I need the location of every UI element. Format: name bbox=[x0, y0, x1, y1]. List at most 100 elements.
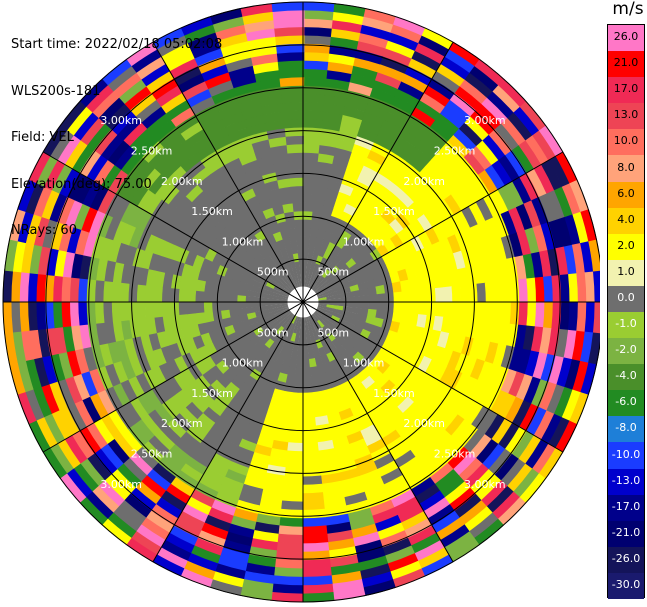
velocity-cell bbox=[287, 228, 297, 238]
velocity-cell bbox=[337, 131, 358, 145]
velocity-cell bbox=[326, 320, 337, 330]
velocity-cell bbox=[468, 202, 487, 226]
velocity-cell bbox=[346, 235, 359, 248]
velocity-cell bbox=[317, 294, 327, 299]
velocity-cell bbox=[481, 262, 494, 284]
velocity-cell bbox=[416, 314, 427, 329]
velocity-cell bbox=[110, 468, 136, 495]
velocity-cell bbox=[407, 201, 425, 220]
velocity-cell bbox=[100, 517, 132, 545]
velocity-cell bbox=[302, 450, 320, 461]
velocity-cell bbox=[200, 522, 229, 540]
velocity-cell bbox=[543, 275, 554, 304]
velocity-cell bbox=[396, 396, 415, 414]
velocity-cell bbox=[9, 207, 27, 242]
velocity-cell bbox=[468, 379, 486, 403]
velocity-cell bbox=[185, 183, 204, 203]
velocity-cell bbox=[290, 332, 297, 342]
velocity-cell bbox=[463, 151, 486, 176]
velocity-cell bbox=[264, 180, 280, 192]
velocity-cell bbox=[459, 79, 489, 105]
velocity-cell bbox=[225, 119, 248, 135]
ring-label: 1.00km bbox=[222, 357, 264, 370]
velocity-cell bbox=[509, 302, 520, 326]
velocity-cell bbox=[279, 306, 289, 312]
velocity-cell bbox=[385, 406, 404, 424]
velocity-cell bbox=[456, 424, 479, 448]
velocity-cell bbox=[112, 382, 131, 407]
velocity-cell bbox=[104, 385, 123, 411]
velocity-cell bbox=[269, 196, 283, 208]
velocity-cell bbox=[310, 323, 317, 333]
velocity-cell bbox=[104, 259, 117, 282]
velocity-cell bbox=[441, 441, 464, 464]
velocity-cell bbox=[52, 300, 63, 329]
velocity-cell bbox=[380, 209, 397, 225]
velocity-cell bbox=[245, 306, 256, 314]
velocity-cell bbox=[317, 153, 335, 165]
velocity-cell bbox=[568, 392, 589, 426]
velocity-cell bbox=[212, 310, 223, 321]
velocity-cell bbox=[286, 313, 294, 322]
velocity-cell bbox=[150, 365, 167, 386]
velocity-cell bbox=[515, 203, 534, 232]
velocity-cell bbox=[93, 158, 116, 186]
velocity-cell bbox=[526, 168, 548, 199]
velocity-cell bbox=[279, 346, 288, 357]
velocity-cell bbox=[362, 111, 386, 128]
velocity-cell bbox=[234, 388, 250, 403]
velocity-cell bbox=[415, 140, 438, 161]
velocity-cell bbox=[338, 183, 355, 197]
velocity-cell bbox=[511, 431, 535, 460]
velocity-cell bbox=[269, 332, 280, 342]
velocity-cell bbox=[74, 228, 90, 256]
velocity-cell bbox=[266, 404, 281, 416]
velocity-cell bbox=[353, 453, 375, 469]
velocity-cell bbox=[49, 352, 66, 382]
velocity-cell bbox=[414, 196, 432, 215]
velocity-cell bbox=[223, 157, 243, 173]
velocity-cell bbox=[465, 265, 477, 286]
velocity-cell bbox=[422, 497, 451, 520]
velocity-cell bbox=[36, 154, 59, 187]
velocity-cell bbox=[476, 302, 487, 323]
velocity-cell bbox=[153, 301, 163, 318]
velocity-cell bbox=[405, 324, 417, 339]
velocity-cell bbox=[308, 358, 317, 368]
velocity-cell bbox=[263, 289, 273, 296]
velocity-cell bbox=[245, 262, 257, 274]
colorbar-segment bbox=[608, 233, 644, 261]
velocity-cell bbox=[221, 111, 245, 128]
velocity-cell bbox=[448, 41, 481, 67]
velocity-cell bbox=[492, 343, 507, 368]
velocity-cell bbox=[51, 163, 73, 194]
colorbar-segment bbox=[608, 77, 644, 104]
velocity-cell bbox=[272, 566, 303, 578]
velocity-cell bbox=[274, 313, 284, 322]
velocity-cell bbox=[318, 317, 328, 327]
velocity-cell bbox=[481, 321, 494, 343]
velocity-cell bbox=[318, 247, 327, 258]
velocity-cell bbox=[342, 326, 353, 337]
colorbar-tick-label: -8.0 bbox=[615, 421, 637, 435]
colorbar-segment bbox=[608, 416, 644, 443]
velocity-cell bbox=[430, 119, 455, 142]
velocity-cell bbox=[249, 203, 264, 217]
velocity-cell bbox=[176, 510, 205, 531]
velocity-cell bbox=[260, 258, 271, 270]
velocity-cell bbox=[408, 178, 428, 198]
velocity-cell bbox=[330, 265, 340, 275]
velocity-cell bbox=[222, 355, 236, 369]
velocity-cell bbox=[519, 172, 540, 202]
velocity-cell bbox=[293, 383, 303, 394]
velocity-cell bbox=[158, 222, 175, 242]
velocity-cell bbox=[267, 317, 277, 327]
velocity-cell bbox=[388, 248, 402, 263]
velocity-cell bbox=[231, 135, 253, 151]
ring-label: 500m bbox=[317, 326, 349, 339]
velocity-cell bbox=[350, 307, 361, 315]
velocity-cell bbox=[321, 268, 331, 279]
velocity-cell bbox=[275, 354, 286, 365]
velocity-cell bbox=[507, 112, 534, 142]
velocity-cell bbox=[111, 281, 122, 302]
